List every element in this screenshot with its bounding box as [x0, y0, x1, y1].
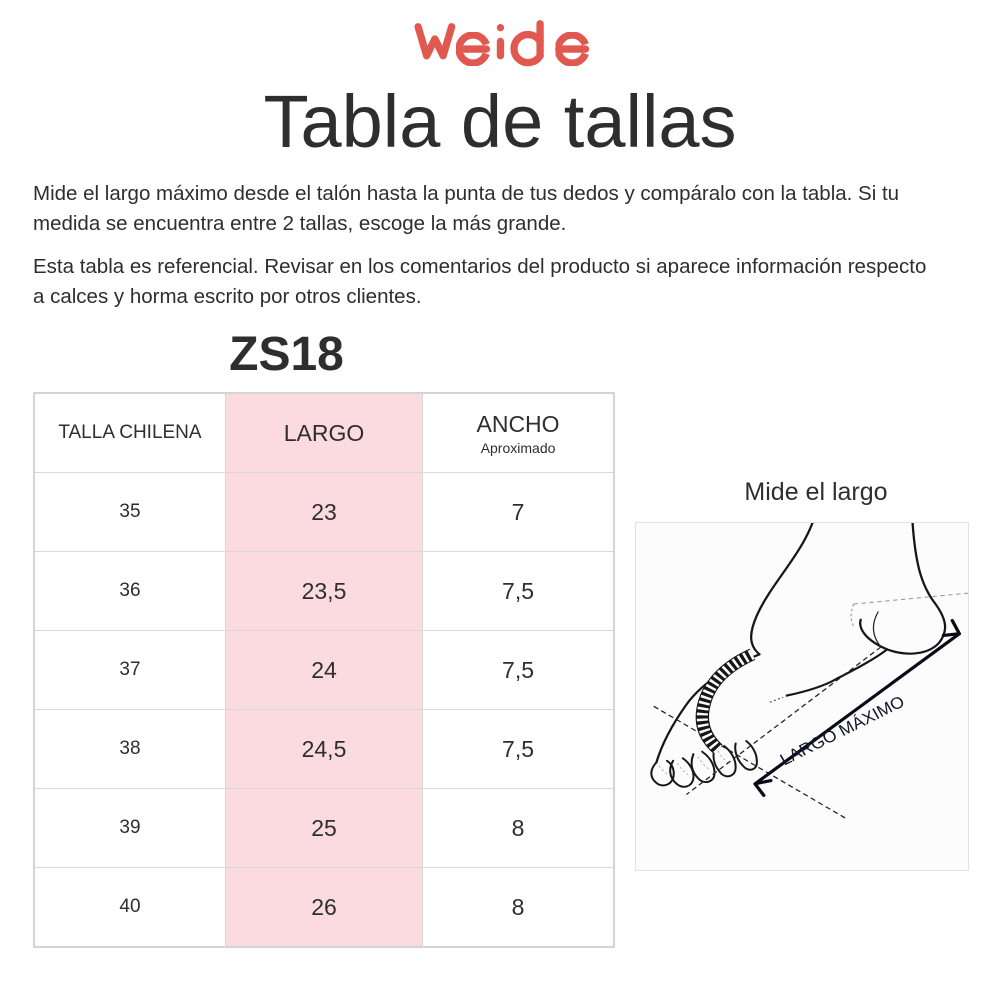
- svg-text:LARGO MÁXIMO: LARGO MÁXIMO: [777, 692, 908, 769]
